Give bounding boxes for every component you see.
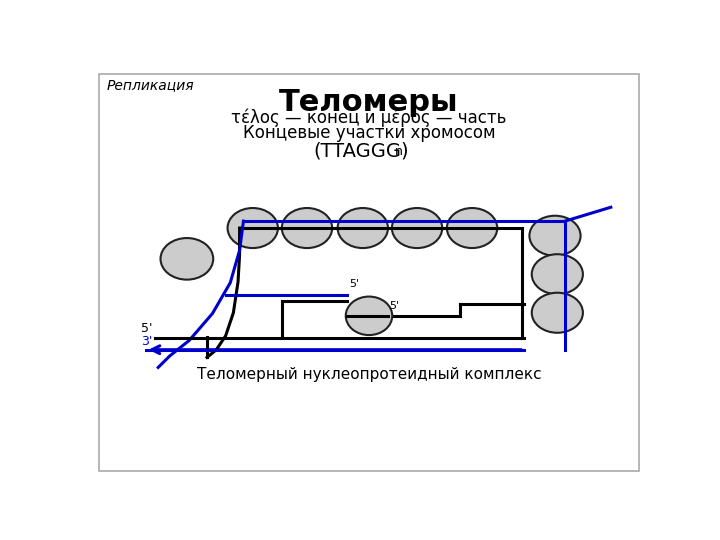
Ellipse shape bbox=[228, 208, 278, 248]
Text: Теломерный нуклеопротеидный комплекс: Теломерный нуклеопротеидный комплекс bbox=[197, 367, 541, 382]
Ellipse shape bbox=[532, 254, 583, 294]
Ellipse shape bbox=[346, 296, 392, 335]
Ellipse shape bbox=[529, 215, 580, 256]
Text: 5': 5' bbox=[389, 301, 400, 311]
Ellipse shape bbox=[161, 238, 213, 280]
Text: Концевые участки хромосом: Концевые участки хромосом bbox=[243, 124, 495, 142]
Text: (TTAGGG): (TTAGGG) bbox=[313, 142, 409, 161]
Text: 5': 5' bbox=[349, 279, 359, 289]
Ellipse shape bbox=[392, 208, 442, 248]
Ellipse shape bbox=[532, 293, 583, 333]
Ellipse shape bbox=[282, 208, 332, 248]
Ellipse shape bbox=[338, 208, 388, 248]
Text: Репликация: Репликация bbox=[107, 78, 194, 92]
Ellipse shape bbox=[447, 208, 498, 248]
Text: Теломеры: Теломеры bbox=[279, 88, 459, 117]
Text: 5': 5' bbox=[141, 322, 153, 335]
Text: n: n bbox=[395, 145, 403, 158]
Text: τέλος — конец и μέρος — часть: τέλος — конец и μέρος — часть bbox=[231, 109, 507, 127]
Text: 3': 3' bbox=[141, 335, 153, 348]
